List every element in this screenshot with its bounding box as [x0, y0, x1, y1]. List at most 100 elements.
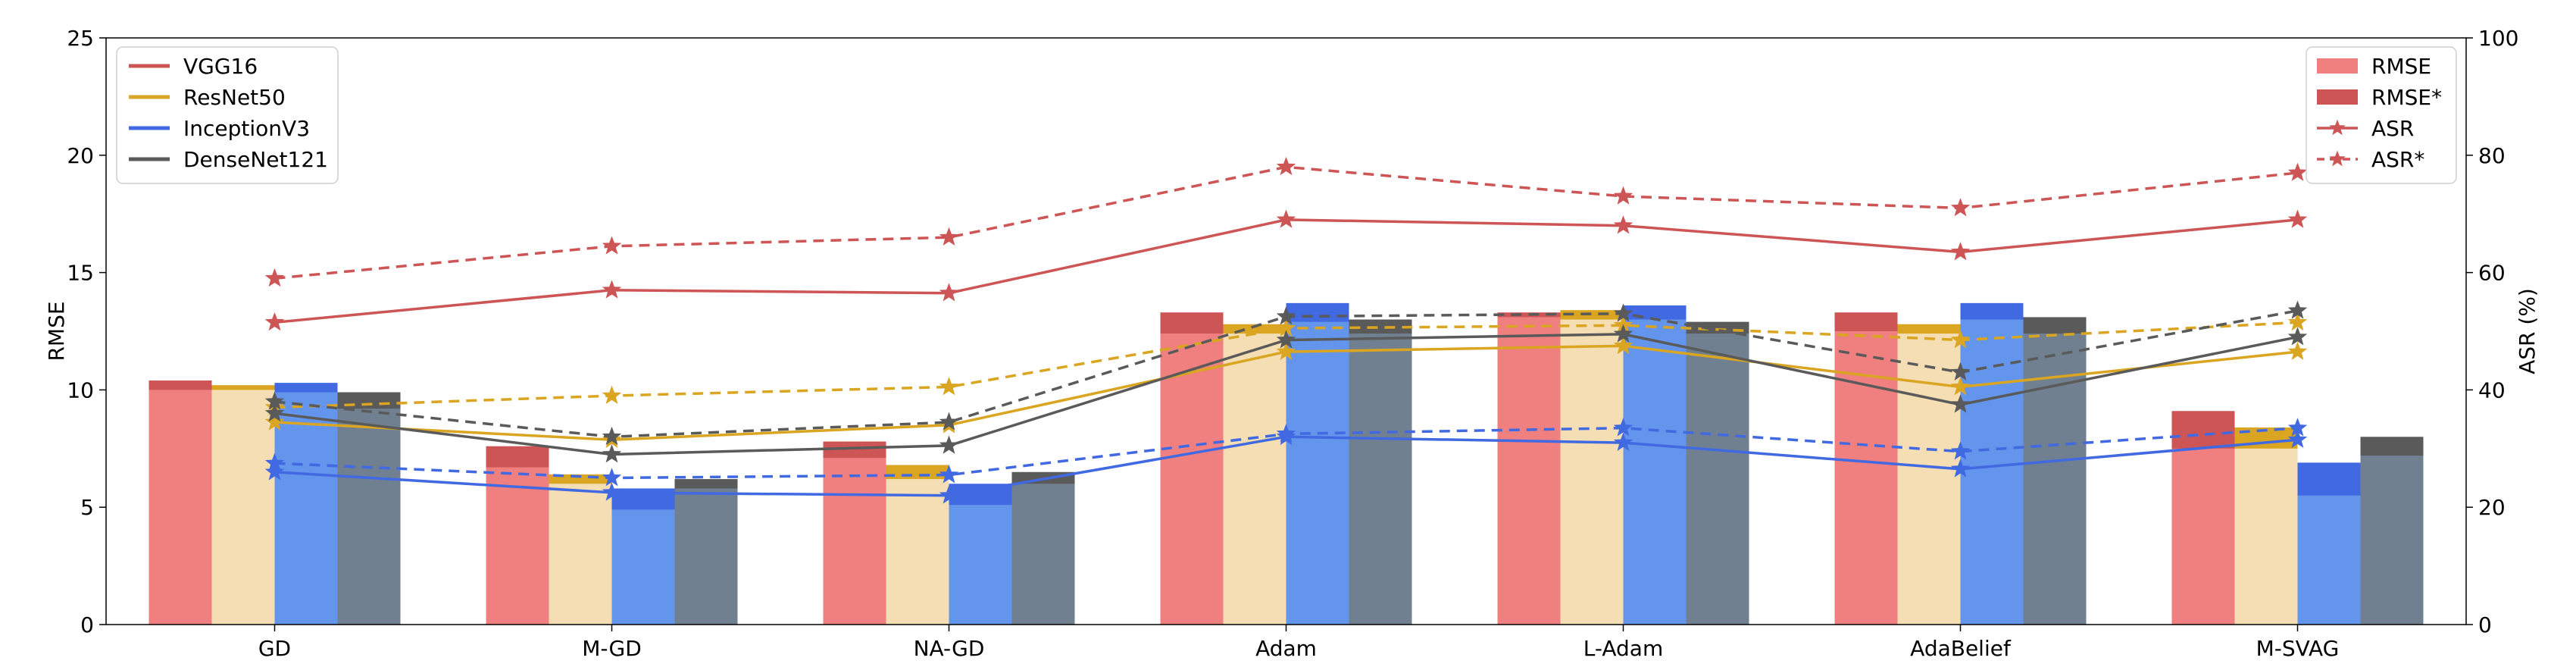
y-tick-label: 10 [67, 377, 94, 402]
legend-model-label: InceptionV3 [183, 116, 310, 141]
marker-asr [1950, 377, 1971, 396]
marker-asr-star [939, 227, 959, 246]
x-tick-label: M-SVAG [2256, 636, 2340, 661]
bar-rmse [1560, 319, 1624, 625]
legend-types: RMSE RMSE* ASR ASR* [2306, 46, 2457, 184]
bar-rmse [486, 467, 549, 625]
marker-asr [1276, 341, 1296, 360]
marker-asr [1276, 209, 1296, 228]
y2-tick-label: 100 [2478, 26, 2518, 51]
bar-rmse [1897, 334, 1961, 625]
marker-asr-star [2287, 418, 2308, 437]
marker-asr-star [1276, 424, 1296, 443]
marker-asr-star [264, 268, 285, 287]
marker-asr-star [2287, 162, 2308, 181]
marker-asr [264, 312, 285, 331]
marker-asr [2287, 327, 2308, 346]
marker-asr [602, 444, 622, 463]
legend-rmse-swatch [2317, 58, 2358, 74]
marker-asr-star [939, 412, 959, 431]
marker-asr-star [1613, 418, 1633, 437]
x-tick-label: L-Adam [1583, 636, 1663, 661]
marker-asr [264, 412, 285, 431]
y2-tick-label: 20 [2478, 495, 2506, 520]
x-tick-label: NA-GD [914, 636, 985, 661]
y2-tick-label: 60 [2478, 261, 2506, 286]
marker-asr-star [1950, 198, 1971, 217]
marker-asr [939, 485, 959, 504]
marker-asr [939, 283, 959, 302]
marker-asr [602, 482, 622, 501]
bar-rmse [148, 390, 212, 625]
bar-rmse [337, 409, 401, 625]
y-tick-label: 15 [67, 261, 94, 286]
y2-tick-label: 40 [2478, 377, 2506, 402]
bar-rmse [211, 390, 275, 625]
y-axis-title: RMSE [44, 301, 69, 361]
legend-model-label: VGG16 [183, 54, 258, 79]
y2-axis-title: ASR (%) [2515, 288, 2540, 374]
marker-asr [1613, 215, 1633, 234]
marker-asr-star [1276, 156, 1296, 176]
marker-asr [602, 280, 622, 299]
lines-layer [264, 156, 2308, 504]
bar-rmse [1286, 321, 1349, 625]
x-tick-label: Adam [1255, 636, 1317, 661]
marker-asr [1276, 330, 1296, 349]
bar-rmse [611, 509, 675, 625]
marker-asr [1950, 242, 1971, 261]
marker-asr-star [602, 385, 622, 404]
bar-rmse [823, 458, 886, 625]
bar-rmse [2360, 456, 2424, 625]
bar-rmse [2297, 495, 2361, 625]
axes-layer: 0 5 10 15 20 25 0 20 40 60 80 100 GD M-GD NA-GD Adam L-A… [67, 26, 2518, 661]
marker-asr [1950, 459, 1971, 478]
marker-asr-star [1950, 441, 1971, 460]
legend-type-label: RMSE [2371, 54, 2431, 79]
legend-type-label: ASR* [2371, 147, 2424, 172]
marker-asr [1613, 335, 1633, 355]
bar-rmse [1960, 319, 2024, 625]
marker-asr-star [602, 426, 622, 446]
legend-model-label: DenseNet121 [183, 147, 328, 172]
bar-rmse [2234, 448, 2298, 625]
marker-asr-star [264, 452, 285, 472]
bar-rmse [2171, 448, 2235, 625]
bar-rmse [1223, 334, 1286, 625]
legend-asr-star-marker [2329, 150, 2346, 167]
legend-model-label: ResNet50 [183, 85, 286, 110]
marker-asr [264, 462, 285, 481]
bar-rmse [949, 505, 1012, 625]
marker-asr-star [602, 236, 622, 255]
legend-rmse-star-swatch [2317, 89, 2358, 105]
bar-rmse [274, 392, 338, 625]
marker-asr-star [2287, 300, 2308, 319]
marker-asr-star [602, 468, 622, 487]
marker-asr-star [1613, 303, 1633, 322]
marker-asr [1950, 394, 1971, 413]
x-tick-label: AdaBelief [1910, 636, 2012, 661]
marker-asr [1613, 324, 1633, 343]
bar-rmse [1160, 334, 1224, 625]
marker-asr-star [939, 465, 959, 484]
marker-asr-star [1276, 306, 1296, 325]
y-tick-label: 25 [67, 26, 94, 51]
marker-asr [264, 402, 285, 422]
bar-rmse [674, 488, 738, 625]
bar-rmse [1686, 334, 1749, 625]
y-tick-label: 0 [80, 612, 94, 637]
x-tick-label: M-GD [582, 636, 642, 661]
legend-models: VGG16 ResNet50 InceptionV3 DenseNet121 [116, 46, 339, 184]
y-tick-label: 5 [80, 495, 94, 520]
marker-asr [939, 435, 959, 454]
y-tick-label: 20 [67, 143, 94, 168]
marker-asr [2287, 209, 2308, 228]
x-tick-label: GD [258, 636, 291, 661]
legend-asr-marker [2329, 119, 2346, 136]
marker-asr-star [1613, 186, 1633, 205]
marker-asr [2287, 341, 2308, 360]
marker-asr-star [1950, 362, 1971, 381]
bar-rmse [1349, 334, 1412, 625]
marker-asr-star [264, 391, 285, 410]
marker-asr-star [2287, 312, 2308, 331]
